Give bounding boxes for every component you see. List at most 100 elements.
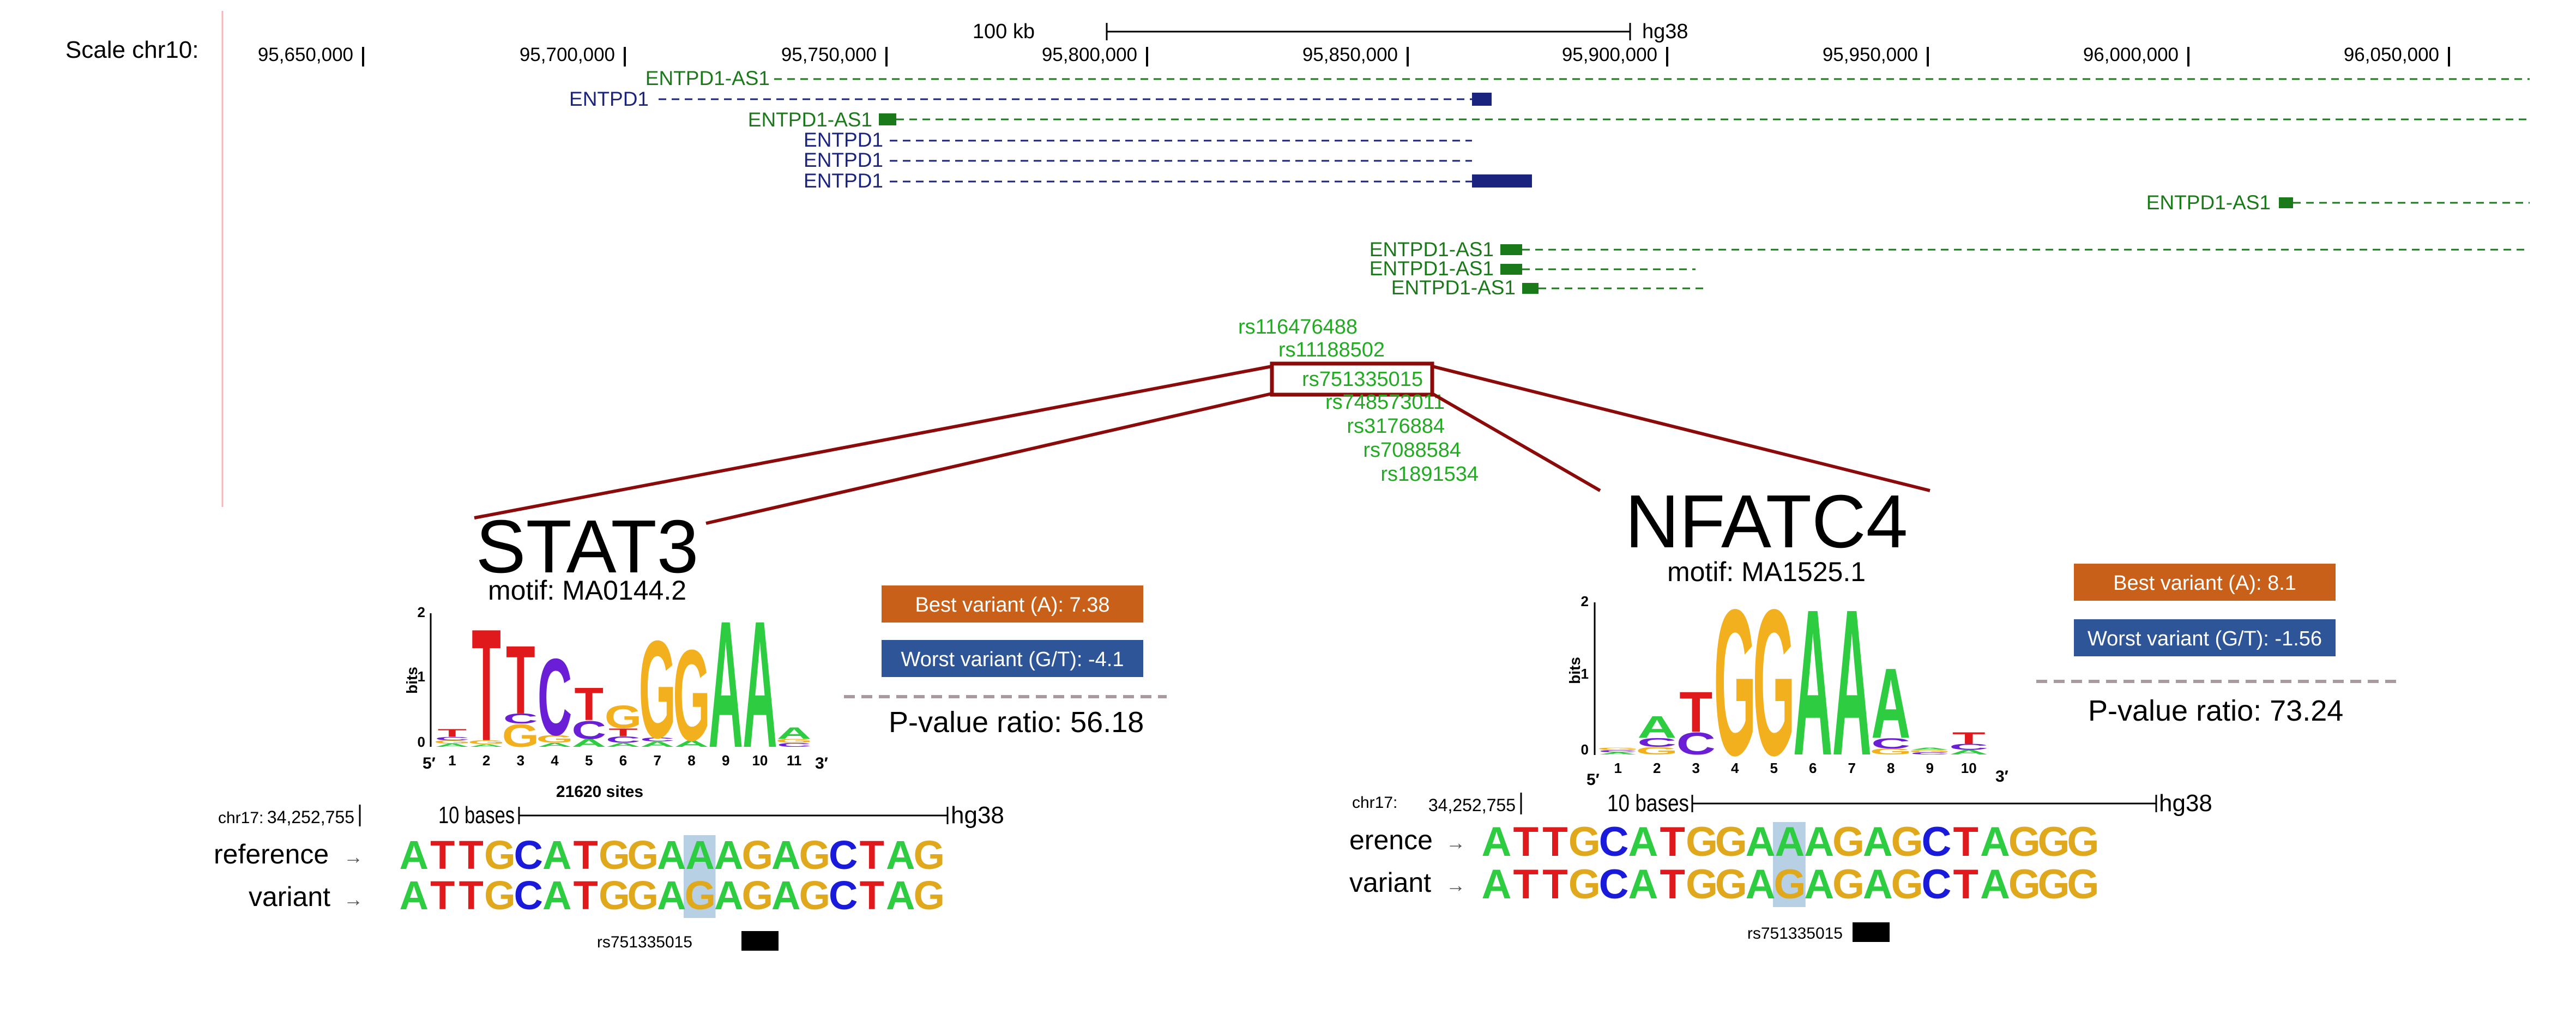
logo-letter: C	[1949, 742, 1988, 752]
logo-letter: A	[469, 744, 503, 748]
reference-row-label: reference	[214, 839, 329, 869]
logo-three-prime: 3′	[1995, 768, 2008, 786]
logo-x-tick: 1	[448, 752, 456, 769]
logo-letter: G	[673, 624, 710, 768]
snp-label[interactable]: rs1891534	[1380, 463, 1479, 486]
variant-base: A	[1481, 861, 1511, 908]
worst-variant-label: Worst variant (G/T): -4.1	[901, 648, 1124, 671]
gene-track[interactable]: ENTPD1-AS1	[1391, 276, 1704, 299]
logo-letter: A	[606, 742, 640, 748]
ruler-position: 95,950,000	[1823, 44, 1918, 65]
reference-base: T	[1513, 819, 1538, 865]
reference-base: G	[2008, 819, 2041, 865]
gene-track[interactable]: ENTPD1-AS1	[1370, 238, 2530, 261]
reference-base: T	[574, 832, 598, 878]
variant-highlight	[1773, 822, 1806, 907]
gene-track[interactable]: ENTPD1	[569, 88, 1492, 110]
gene-exon	[1522, 283, 1539, 294]
reference-base: A	[886, 832, 915, 878]
best-variant-box	[2074, 564, 2336, 601]
reference-base: C	[1921, 819, 1951, 865]
gene-track[interactable]: ENTPD1-AS1	[645, 67, 2530, 89]
reference-base: G	[1891, 819, 1923, 865]
variant-base: G	[599, 873, 630, 918]
reference-base: A	[1746, 819, 1776, 865]
logo-letter: A	[1949, 749, 1988, 756]
gene-exon	[1472, 93, 1492, 106]
logo-letter: A	[640, 740, 674, 748]
reference-base: T	[459, 832, 484, 878]
gene-track[interactable]: ENTPD1	[804, 170, 1532, 192]
logo-letter: A	[743, 584, 777, 786]
logo-x-tick: 5	[585, 752, 593, 769]
coord-chrom: chr17:	[218, 809, 263, 827]
logo-five-prime: 5′	[1586, 771, 1600, 789]
ruler-position: 96,000,000	[2083, 44, 2179, 65]
reference-base: A	[1481, 819, 1511, 865]
variant-base: C	[1921, 861, 1951, 908]
variant-base: G	[799, 873, 830, 918]
logo-x-tick: 3	[517, 752, 524, 769]
variant-base: A	[714, 873, 743, 918]
snp-id: rs751335015	[597, 933, 692, 951]
logo-letter: C	[1910, 752, 1950, 755]
logo-x-tick: 8	[687, 752, 695, 769]
connector-line	[1431, 392, 1601, 492]
reference-base: G	[1832, 819, 1865, 865]
snp-label[interactable]: rs7088584	[1363, 439, 1461, 462]
gene-track[interactable]: ENTPD1-AS1	[1370, 257, 1696, 280]
variant-base: A	[657, 873, 686, 918]
logo-letter: C	[1676, 726, 1716, 762]
scalebar-assembly: hg38	[1642, 20, 1688, 43]
variant-base: A	[771, 873, 800, 918]
variant-base: G	[2008, 861, 2041, 908]
logo-x-tick: 8	[1887, 760, 1895, 776]
gene-label: ENTPD1-AS1	[748, 108, 872, 131]
snp-label[interactable]: rs11188502	[1278, 339, 1385, 361]
gene-label: ENTPD1	[804, 129, 883, 151]
logo-letter: C	[1598, 750, 1638, 753]
variant-base: T	[1660, 861, 1685, 908]
ruler-position: 95,750,000	[781, 44, 877, 65]
reference-base: A	[400, 832, 429, 878]
reference-base: T	[1953, 819, 1978, 865]
logo-letter: G	[639, 612, 676, 768]
ruler-position: 96,050,000	[2344, 44, 2439, 65]
connector-line	[474, 365, 1272, 519]
variant-row-label: variant	[1349, 867, 1431, 898]
snp-label[interactable]: rs3176884	[1347, 415, 1445, 438]
gene-track[interactable]: ENTPD1-AS1	[748, 108, 2530, 131]
variant-base: G	[1891, 861, 1923, 908]
variant-highlight	[684, 835, 716, 918]
logo-y-tick: 1	[1581, 666, 1589, 682]
snp-label[interactable]: rs116476488	[1238, 316, 1358, 339]
reference-base: A	[771, 832, 800, 878]
snp-marker	[1853, 922, 1890, 942]
reference-base: C	[1599, 819, 1629, 865]
logo-y-label: bits	[1566, 657, 1583, 684]
pvalue-ratio: P-value ratio: 56.18	[889, 706, 1144, 739]
logo-x-tick: 11	[787, 752, 802, 769]
logo-x-tick: 1	[1614, 760, 1622, 776]
logo-letter: T	[608, 726, 638, 739]
reference-base: T	[430, 832, 455, 878]
reference-base: A	[1980, 819, 2010, 865]
snp-label-highlighted[interactable]: rs751335015	[1302, 368, 1423, 391]
gene-track[interactable]: ENTPD1	[804, 149, 1472, 171]
gene-track[interactable]: ENTPD1-AS1	[2146, 191, 2530, 214]
ruler-position: 95,650,000	[258, 44, 353, 65]
logo-letter: A	[1832, 566, 1872, 799]
gene-label: ENTPD1-AS1	[2146, 191, 2271, 214]
variant-arrow: →	[343, 888, 363, 910]
reference-base: A	[714, 832, 743, 878]
logo-x-ticks: 1 2 3 4 5 6 7 8 9 10 11	[448, 752, 801, 769]
ruler-position: 95,700,000	[520, 44, 615, 65]
logo-letter: G	[536, 733, 573, 745]
connector-line	[705, 392, 1272, 525]
gene-track[interactable]: ENTPD1	[804, 129, 1472, 151]
bases-assembly: hg38	[2159, 790, 2212, 817]
snp-label[interactable]: rs748573011	[1325, 391, 1445, 414]
variant-base: A	[1980, 861, 2010, 908]
